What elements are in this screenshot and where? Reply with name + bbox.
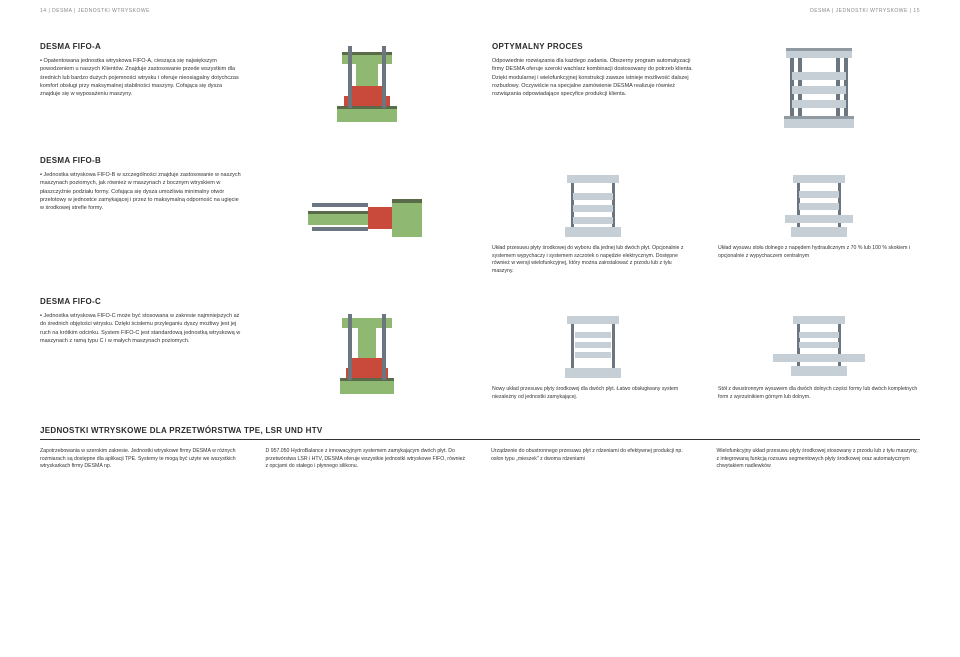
fifo-b-sub2-illustration (718, 171, 920, 241)
section-fifo-c: DESMA FIFO-C Jednostka wtryskowa FIFO-C … (40, 297, 920, 404)
bottom-c1: Zapotrzebowania w szerokim zakresie. Jed… (40, 448, 244, 471)
fifo-b-cap2: Układ wysuwu stołu dolnego z napędem hyd… (718, 245, 920, 260)
fifo-c-cap2: Stół z dwustronnym wysuwem dla dwóch dol… (718, 386, 920, 401)
section-fifo-a: DESMA FIFO-A Opatentowana jednostka wtry… (40, 42, 920, 134)
bottom-c3: Urządzenie do obustronnego przesuwu płyt… (491, 448, 695, 463)
page-header: 14 | DESMA | JEDNOSTKI WTRYSKOWE DESMA |… (40, 8, 920, 14)
fifo-a-title: DESMA FIFO-A (40, 42, 242, 51)
fifo-b-sub1-illustration (492, 171, 694, 241)
section-fifo-b: DESMA FIFO-B Jednostka wtryskowa FIFO-B … (40, 156, 920, 275)
bottom-c2: D 957.050 HydroBalance z innowacyjnym sy… (266, 448, 470, 471)
header-left: 14 | DESMA | JEDNOSTKI WTRYSKOWE (40, 8, 150, 14)
fifo-c-title: DESMA FIFO-C (40, 297, 920, 306)
fifo-a-text: Opatentowana jednostka wtryskowa FIFO-A,… (40, 57, 242, 98)
bottom-c4: Wielofunkcyjny układ przesuwu płyty środ… (717, 448, 921, 471)
section-bottom: JEDNOSTKI WTRYSKOWE DLA PRZETWÓRSTWA TPE… (40, 426, 920, 471)
fifo-b-cap1: Układ przesuwu płyty środkowej do wyboru… (492, 245, 694, 275)
optimal-title: OPTYMALNY PROCES (492, 42, 694, 51)
fifo-b-illustration (266, 171, 468, 263)
fifo-a-illustration (266, 42, 468, 134)
fifo-c-cap1: Nowy układ przesuwu płyty środkowej dla … (492, 386, 694, 401)
divider (40, 439, 920, 440)
header-right: DESMA | JEDNOSTKI WTRYSKOWE | 15 (810, 8, 920, 14)
fifo-b-text: Jednostka wtryskowa FIFO-B w szczególnoś… (40, 171, 242, 212)
fifo-b-title: DESMA FIFO-B (40, 156, 920, 165)
fifo-c-illustration (266, 312, 468, 404)
press-illustration-1 (718, 42, 920, 134)
bottom-title: JEDNOSTKI WTRYSKOWE DLA PRZETWÓRSTWA TPE… (40, 426, 920, 435)
fifo-c-text: Jednostka wtryskowa FIFO-C może być stos… (40, 312, 242, 345)
fifo-c-sub2-illustration (718, 312, 920, 382)
optimal-text: Odpowiednie rozwiązania dla każdego zada… (492, 57, 694, 98)
fifo-c-sub1-illustration (492, 312, 694, 382)
